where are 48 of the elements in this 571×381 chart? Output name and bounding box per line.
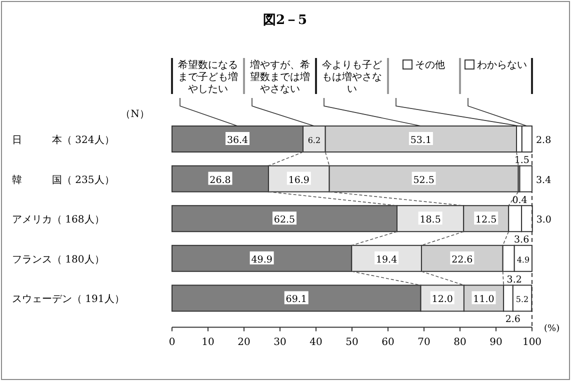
data-label: 3.4 [536, 174, 552, 186]
data-label: 0.4 [512, 194, 528, 206]
y-tick-label: フランス（ 180人） [12, 254, 104, 266]
x-tick-label: 40 [310, 337, 322, 348]
x-tick-label: 100 [522, 337, 542, 348]
data-label: 3.0 [536, 214, 552, 226]
legend-label: わからない [477, 60, 527, 71]
y-tick-label: 韓 国（ 235人） [12, 174, 114, 186]
x-tick-label: 50 [346, 337, 358, 348]
data-label: 22.6 [452, 254, 473, 266]
data-label: 53.1 [410, 135, 432, 146]
chart-title: 図2－5 [262, 13, 308, 28]
x-axis-title: (%) [544, 324, 560, 334]
data-label: 3.6 [514, 234, 530, 246]
text: 増やすが、希望数までは増やさない [249, 59, 310, 95]
text: （N） [120, 109, 150, 120]
data-label: 2.8 [536, 135, 552, 146]
x-tick-label: 80 [454, 337, 466, 348]
data-label: 18.5 [420, 214, 441, 226]
x-tick-label: 0 [168, 337, 176, 348]
data-label: 52.5 [413, 174, 434, 186]
y-tick-label: 日 本（ 324人） [12, 134, 114, 146]
data-label: 12.5 [476, 214, 497, 226]
y-tick-label: スウェーデン（ 191人） [12, 294, 124, 306]
x-tick-label: 90 [490, 337, 502, 348]
legend-label: その他 [415, 59, 445, 71]
data-label: 2.6 [505, 314, 520, 326]
text: 希望数になるまで子ども増やしたい [178, 59, 238, 95]
data-label: 49.9 [251, 254, 272, 266]
data-label: 62.5 [274, 214, 296, 226]
data-label: 6.2 [308, 136, 321, 145]
x-tick-label: 20 [238, 337, 250, 348]
data-label: 4.9 [516, 255, 530, 264]
data-label: 12.0 [432, 294, 453, 306]
data-label: 16.9 [288, 174, 310, 186]
data-label: 36.4 [226, 135, 248, 146]
x-tick-label: 30 [274, 337, 286, 348]
data-label: 11.0 [473, 294, 494, 306]
data-label: 19.4 [376, 254, 398, 266]
y-tick-label: アメリカ（ 168人） [12, 214, 104, 226]
data-label: 5.2 [516, 295, 529, 304]
x-tick-label: 10 [202, 337, 214, 348]
x-tick-label: 60 [382, 337, 394, 348]
data-label: 3.2 [506, 274, 522, 286]
data-label: 26.8 [210, 174, 231, 186]
text: 今よりも子どもは増やさない [322, 59, 382, 95]
x-tick-label: 70 [418, 337, 430, 348]
data-label: 69.1 [286, 294, 307, 306]
